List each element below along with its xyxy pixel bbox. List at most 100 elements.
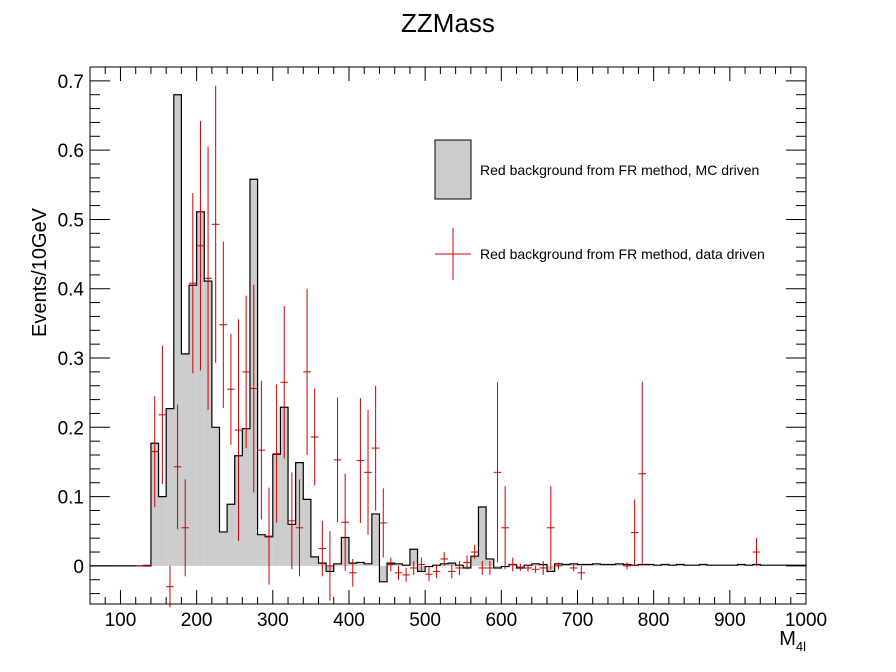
data-point: [417, 557, 426, 572]
x-tick-label: 900: [714, 610, 746, 631]
histogram-bin: [379, 565, 388, 582]
x-axis-ticks: 100 200 300 400 500 600 700 800 900 1000: [89, 67, 827, 631]
data-point: [348, 558, 357, 587]
x-axis-label-sub: 4l: [796, 639, 806, 654]
x-tick-label: 200: [181, 610, 213, 631]
x-tick-label: 800: [638, 610, 670, 631]
data-point: [150, 396, 159, 507]
data-point: [470, 545, 479, 559]
histogram-bin: [257, 534, 266, 566]
histogram-bin: [158, 496, 167, 566]
data-point: [425, 567, 433, 582]
x-tick-label: 500: [409, 610, 441, 631]
data-point: [440, 552, 448, 566]
data-point: [547, 486, 555, 570]
data-point: [333, 397, 342, 523]
histogram-bin: [737, 564, 746, 566]
legend: Red background from FR method, MC driven…: [434, 139, 765, 280]
data-point: [554, 562, 563, 570]
data-point: [166, 565, 174, 608]
histogram-bin: [371, 513, 380, 566]
histogram-bin: [615, 563, 624, 566]
data-point: [409, 561, 418, 575]
data-point: [493, 382, 502, 563]
histogram-bin: [600, 564, 608, 566]
data-point: [379, 488, 388, 558]
histogram-bin: [227, 504, 235, 566]
data-point: [280, 306, 289, 459]
y-tick-label: 0.4: [58, 280, 85, 301]
data-point: [341, 473, 349, 571]
histogram-bin: [173, 94, 182, 566]
histogram-bin: [493, 565, 502, 568]
histogram-bin: [196, 211, 205, 566]
data-point: [463, 555, 471, 570]
x-tick-label: 600: [485, 610, 517, 631]
histogram-bin: [310, 556, 319, 566]
histogram-bin: [577, 564, 586, 566]
data-point: [448, 564, 456, 579]
histogram-bin: [219, 531, 228, 566]
data-point: [364, 409, 372, 535]
data-point: [227, 333, 235, 445]
data-point: [623, 562, 631, 570]
data-point: [249, 284, 258, 493]
histogram-bin: [607, 564, 616, 566]
histogram-bin: [189, 285, 197, 566]
histogram-bin: [646, 564, 654, 566]
data-point: [432, 564, 441, 579]
data-point: [288, 472, 296, 570]
data-point: [181, 479, 190, 577]
data-point: [318, 520, 327, 577]
data-point: [265, 487, 273, 585]
plot-frame: [89, 66, 807, 605]
y-tick-label: 0.3: [58, 349, 84, 370]
data-point: [204, 146, 212, 410]
histogram-bin: [166, 408, 174, 566]
histogram-bin: [699, 564, 707, 566]
legend-data-label: Red background from FR method, data driv…: [480, 246, 765, 262]
data-point: [752, 538, 761, 566]
data-point: [630, 499, 639, 566]
histogram-bin: [204, 281, 212, 566]
histogram-bin: [478, 506, 487, 566]
histogram-outline: [90, 94, 807, 583]
data-point: [638, 381, 647, 566]
y-tick-label: 0.5: [58, 210, 84, 231]
data-point: [303, 288, 311, 456]
data-point: [402, 567, 410, 582]
data-point: [387, 557, 395, 572]
x-tick-label: 300: [257, 610, 289, 631]
data-point: [173, 404, 182, 530]
histogram-bin: [333, 563, 342, 566]
histogram-bin: [409, 549, 418, 566]
y-tick-label: 0.2: [58, 418, 84, 439]
y-tick-label: 0.7: [58, 72, 84, 93]
y-axis-label: Events/10GeV: [29, 207, 51, 337]
data-point: [501, 486, 509, 570]
data-point: [569, 564, 578, 572]
histogram-bin: [676, 564, 685, 566]
x-axis-label: M4l: [779, 628, 806, 654]
legend-mc-swatch: [434, 139, 472, 200]
data-point: [257, 380, 266, 520]
histogram-bin: [303, 499, 311, 566]
data-point: [189, 193, 197, 374]
histogram-bin: [562, 564, 570, 566]
histogram-bin: [280, 407, 289, 566]
histogram-bin: [394, 563, 403, 566]
x-axis-label-main: M: [779, 628, 796, 650]
data-point: [516, 563, 525, 571]
data-point: [196, 121, 205, 371]
data-point: [158, 345, 167, 485]
data-point: [539, 561, 548, 575]
data-point: [524, 564, 532, 572]
y-axis-ticks: 0 0.1 0.2 0.3 0.4 0.5 0.6 0.7: [58, 66, 806, 595]
histogram-bin: [181, 353, 190, 566]
histogram-bin: [470, 556, 479, 566]
histogram-bin: [356, 562, 365, 566]
x-tick-label: 400: [333, 610, 365, 631]
data-point: [310, 388, 319, 486]
